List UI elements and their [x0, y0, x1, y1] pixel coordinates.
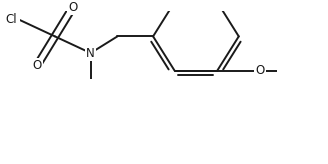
- Text: –: –: [279, 64, 284, 77]
- Text: –: –: [279, 65, 284, 75]
- Text: O: O: [68, 1, 77, 14]
- Text: N: N: [86, 47, 95, 60]
- Text: Cl: Cl: [8, 13, 19, 26]
- Text: –: –: [88, 80, 93, 93]
- Text: Cl: Cl: [6, 13, 17, 26]
- Text: N: N: [86, 47, 95, 60]
- Text: O: O: [256, 64, 265, 77]
- Text: O: O: [32, 59, 42, 72]
- Text: –: –: [88, 81, 93, 91]
- Text: O: O: [32, 59, 42, 72]
- Text: O: O: [68, 1, 77, 14]
- Text: O: O: [256, 64, 265, 77]
